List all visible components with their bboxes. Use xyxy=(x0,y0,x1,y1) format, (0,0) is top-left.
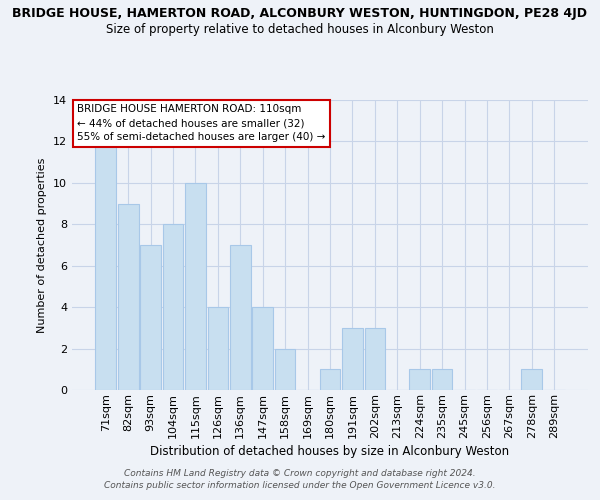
Bar xyxy=(230,245,251,390)
Bar xyxy=(409,370,430,390)
Bar xyxy=(163,224,184,390)
Text: Size of property relative to detached houses in Alconbury Weston: Size of property relative to detached ho… xyxy=(106,22,494,36)
Bar xyxy=(320,370,340,390)
Bar xyxy=(253,307,273,390)
Y-axis label: Number of detached properties: Number of detached properties xyxy=(37,158,47,332)
Text: Contains public sector information licensed under the Open Government Licence v3: Contains public sector information licen… xyxy=(104,481,496,490)
Bar xyxy=(432,370,452,390)
Bar xyxy=(275,348,295,390)
Bar xyxy=(118,204,139,390)
X-axis label: Distribution of detached houses by size in Alconbury Weston: Distribution of detached houses by size … xyxy=(151,445,509,458)
Bar xyxy=(140,245,161,390)
Text: Contains HM Land Registry data © Crown copyright and database right 2024.: Contains HM Land Registry data © Crown c… xyxy=(124,468,476,477)
Bar xyxy=(365,328,385,390)
Bar xyxy=(521,370,542,390)
Text: BRIDGE HOUSE, HAMERTON ROAD, ALCONBURY WESTON, HUNTINGDON, PE28 4JD: BRIDGE HOUSE, HAMERTON ROAD, ALCONBURY W… xyxy=(13,8,587,20)
Bar xyxy=(185,183,206,390)
Bar xyxy=(95,142,116,390)
Bar xyxy=(342,328,363,390)
Text: BRIDGE HOUSE HAMERTON ROAD: 110sqm
← 44% of detached houses are smaller (32)
55%: BRIDGE HOUSE HAMERTON ROAD: 110sqm ← 44%… xyxy=(77,104,326,142)
Bar xyxy=(208,307,228,390)
